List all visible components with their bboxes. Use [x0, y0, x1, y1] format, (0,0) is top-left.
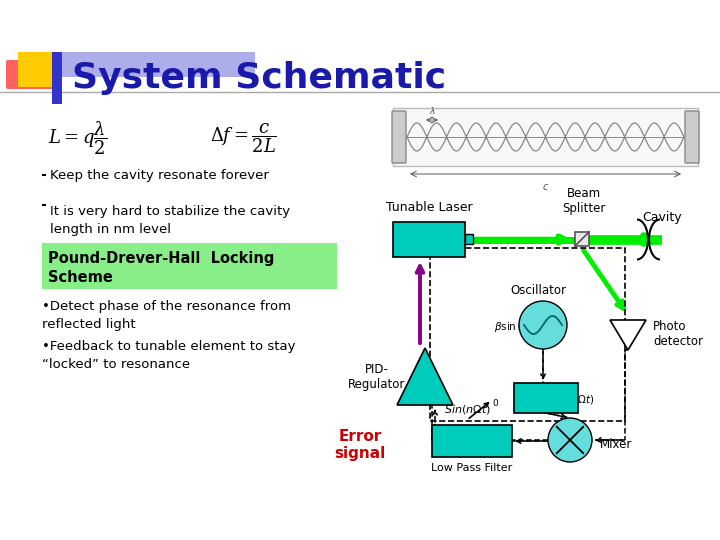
FancyBboxPatch shape [685, 111, 699, 163]
Text: $\times\sin(\Omega t)$: $\times\sin(\Omega t)$ [549, 393, 594, 406]
Text: •Feedback to tunable element to stay
“locked” to resonance: •Feedback to tunable element to stay “lo… [42, 340, 295, 371]
Bar [465, 234, 473, 244]
Text: Scheme: Scheme [48, 271, 113, 286]
Bar [393, 222, 465, 257]
Bar [430, 248, 625, 421]
Bar [575, 232, 589, 246]
Text: It is very hard to stabilize the cavity
length in nm level: It is very hard to stabilize the cavity … [50, 205, 290, 236]
Text: $0$: $0$ [492, 397, 500, 408]
Bar [55, 52, 255, 77]
Text: Error
signal: Error signal [334, 429, 386, 461]
Bar [52, 52, 62, 104]
Text: $L = q\dfrac{\lambda}{2}$: $L = q\dfrac{\lambda}{2}$ [48, 119, 107, 157]
Text: Phase
Shifter: Phase Shifter [528, 387, 564, 409]
Text: System Schematic: System Schematic [72, 61, 446, 95]
Bar [393, 108, 698, 166]
Text: Low Pass Filter: Low Pass Filter [431, 463, 513, 473]
Text: $Sin(n\Omega t)$: $Sin(n\Omega t)$ [444, 403, 490, 416]
Text: Photo
detector: Photo detector [653, 320, 703, 348]
FancyBboxPatch shape [6, 60, 55, 89]
FancyBboxPatch shape [392, 111, 406, 163]
Bar [42, 243, 337, 289]
Bar [514, 383, 578, 413]
Text: Pound-Drever-Hall  Locking: Pound-Drever-Hall Locking [48, 251, 274, 266]
Text: Cavity: Cavity [642, 211, 682, 224]
Text: Keep the cavity resonate forever: Keep the cavity resonate forever [50, 168, 269, 181]
Text: $\Delta f = \dfrac{c}{2L}$: $\Delta f = \dfrac{c}{2L}$ [210, 121, 277, 155]
Text: PID-
Regulator: PID- Regulator [348, 363, 405, 391]
Text: $\beta\sin\Omega t$: $\beta\sin\Omega t$ [494, 320, 532, 334]
Text: Mixer: Mixer [600, 438, 632, 451]
Text: Tunable Laser: Tunable Laser [386, 201, 472, 214]
Text: Beam
Splitter: Beam Splitter [562, 187, 606, 215]
Polygon shape [610, 320, 646, 350]
Circle shape [548, 418, 592, 462]
Text: •Detect phase of the resonance from
reflected light: •Detect phase of the resonance from refl… [42, 300, 291, 331]
Polygon shape [397, 348, 453, 405]
Bar [432, 425, 512, 457]
Text: Oscillator: Oscillator [510, 284, 566, 296]
Circle shape [519, 301, 567, 349]
Text: $\lambda$: $\lambda$ [428, 105, 436, 116]
Bar [18, 52, 56, 87]
Text: $c$: $c$ [542, 182, 549, 192]
